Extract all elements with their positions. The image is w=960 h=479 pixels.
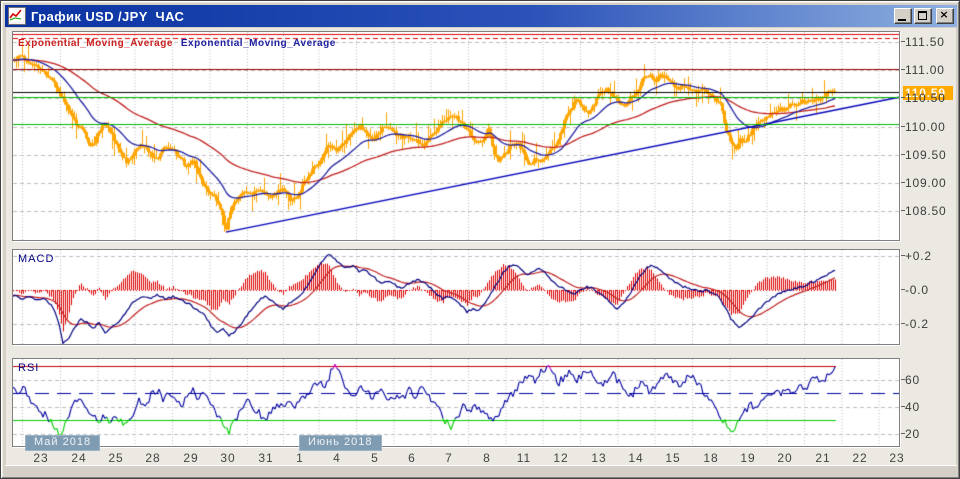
rsi-label: RSI xyxy=(18,362,40,374)
date-label: 21 xyxy=(815,451,831,465)
maximize-button[interactable] xyxy=(914,8,932,24)
date-label: 13 xyxy=(591,451,607,465)
macd-chart-canvas[interactable] xyxy=(13,250,899,344)
macd-axis-label: -0.0 xyxy=(901,283,957,297)
date-label: 11 xyxy=(516,451,532,465)
price-axis-label: 111.00 xyxy=(901,63,957,77)
date-label: 28 xyxy=(145,451,161,465)
price-chart-canvas[interactable] xyxy=(13,32,899,240)
date-label: 20 xyxy=(777,451,793,465)
month-label: Май 2018 xyxy=(25,435,101,451)
date-label: 14 xyxy=(628,451,644,465)
macd-label: MACD xyxy=(18,253,55,265)
window-title: График USD /JPY ЧАС xyxy=(31,8,185,24)
ema-legend: Exponential_Moving_Average Exponential_Mo… xyxy=(18,38,344,49)
rsi-axis-label: 20 xyxy=(901,427,957,441)
date-label: 29 xyxy=(183,451,199,465)
ema-legend-red: Exponential_Moving_Average xyxy=(18,38,173,49)
date-label: 15 xyxy=(665,451,681,465)
ema-legend-blue: Exponential_Moving_Average xyxy=(180,38,336,49)
date-label: 12 xyxy=(553,451,569,465)
macd-axis-label: +0.2 xyxy=(901,249,957,263)
date-label: 31 xyxy=(258,451,274,465)
date-label: 23 xyxy=(889,451,905,465)
date-label: 7 xyxy=(445,451,453,465)
minimize-icon xyxy=(898,19,906,21)
date-label: 8 xyxy=(483,451,491,465)
rsi-panel: RSI xyxy=(12,358,900,447)
date-label: 30 xyxy=(220,451,236,465)
date-label: 5 xyxy=(371,451,379,465)
chart-client-area: Exponential_Moving_Average Exponential_Mo… xyxy=(6,28,956,468)
close-button[interactable]: × xyxy=(936,8,954,24)
date-label: 25 xyxy=(108,451,124,465)
date-label: 19 xyxy=(740,451,756,465)
date-label: 4 xyxy=(333,451,341,465)
minimize-button[interactable] xyxy=(894,8,912,24)
rsi-axis-label: 60 xyxy=(901,373,957,387)
maximize-icon xyxy=(918,11,927,20)
month-label: Июнь 2018 xyxy=(299,435,382,451)
current-price-tag: 110.59 xyxy=(903,86,953,101)
chart-icon xyxy=(8,7,26,25)
rsi-axis-label: 40 xyxy=(901,400,957,414)
rsi-chart-canvas[interactable] xyxy=(13,359,899,446)
date-label: 22 xyxy=(852,451,868,465)
price-axis-label: 108.50 xyxy=(901,204,957,218)
price-axis-label: 111.50 xyxy=(901,35,957,49)
price-axis-label: 110.50 xyxy=(901,91,957,105)
price-panel: Exponential_Moving_Average Exponential_Mo… xyxy=(12,31,900,241)
macd-axis-label: -0.2 xyxy=(901,317,957,331)
price-axis-label: 110.00 xyxy=(901,120,957,134)
price-axis-label: 109.50 xyxy=(901,148,957,162)
close-icon: × xyxy=(939,8,949,21)
date-label: 24 xyxy=(71,451,87,465)
date-label: 6 xyxy=(408,451,416,465)
window-bottom-frame xyxy=(5,465,957,474)
date-label: 23 xyxy=(33,451,49,465)
date-label: 18 xyxy=(703,451,719,465)
titlebar[interactable]: График USD /JPY ЧАС × xyxy=(5,5,957,27)
macd-panel: MACD xyxy=(12,249,900,345)
price-axis-label: 109.00 xyxy=(901,176,957,190)
date-label: 1 xyxy=(296,451,304,465)
